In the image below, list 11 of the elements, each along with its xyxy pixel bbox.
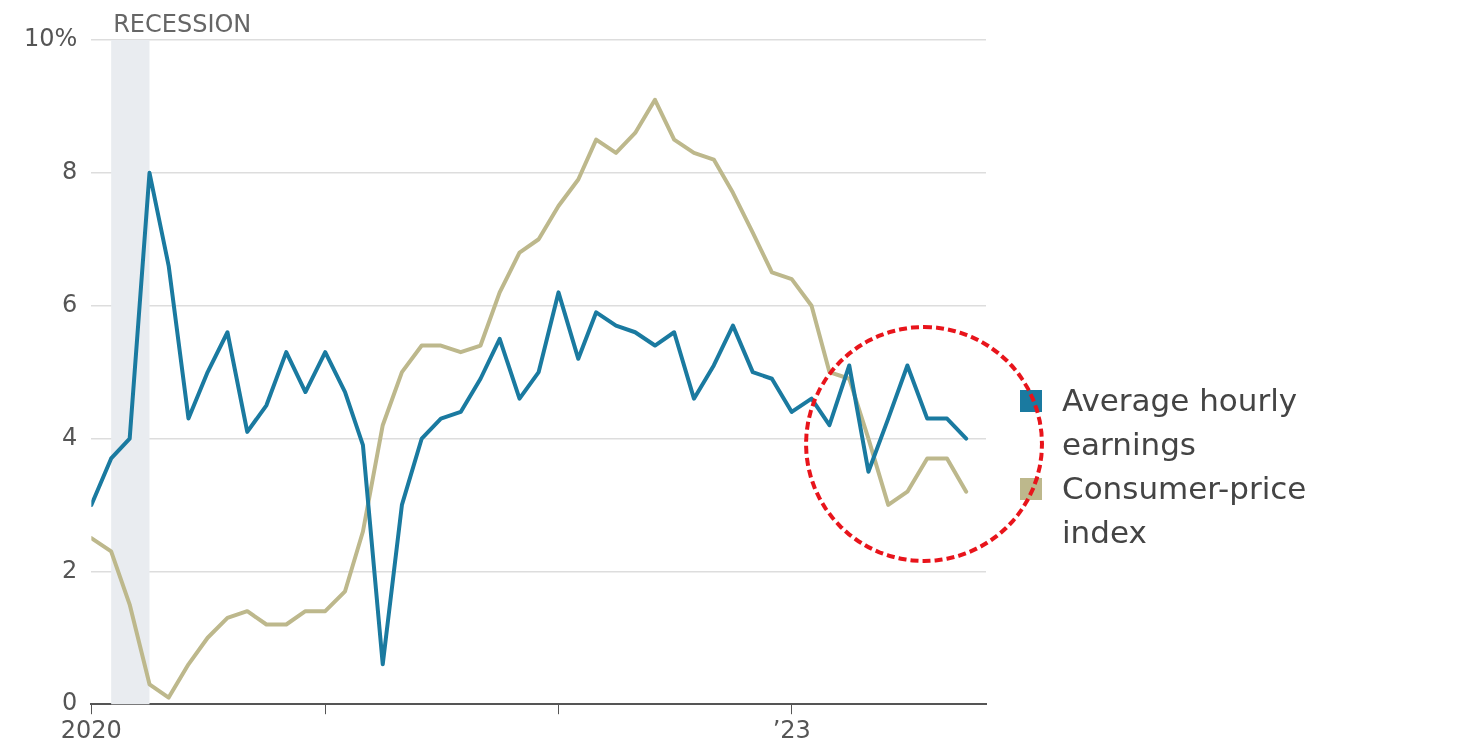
x-tick-label: ’23 — [772, 715, 811, 744]
y-tick-label: 6 — [62, 289, 78, 318]
y-tick-label: 2 — [62, 555, 78, 584]
y-tick-label: 4 — [62, 422, 78, 451]
band-label: RECESSION — [113, 10, 252, 39]
y-tick-label: 10% — [24, 24, 78, 53]
legend-label: Average hourly earnings — [1062, 381, 1299, 464]
y-tick-label: 8 — [62, 157, 78, 186]
y-tick-label: 0 — [62, 688, 78, 717]
legend-label: Consumer-price index — [1062, 469, 1308, 552]
x-tick-label: 2020 — [60, 715, 122, 744]
